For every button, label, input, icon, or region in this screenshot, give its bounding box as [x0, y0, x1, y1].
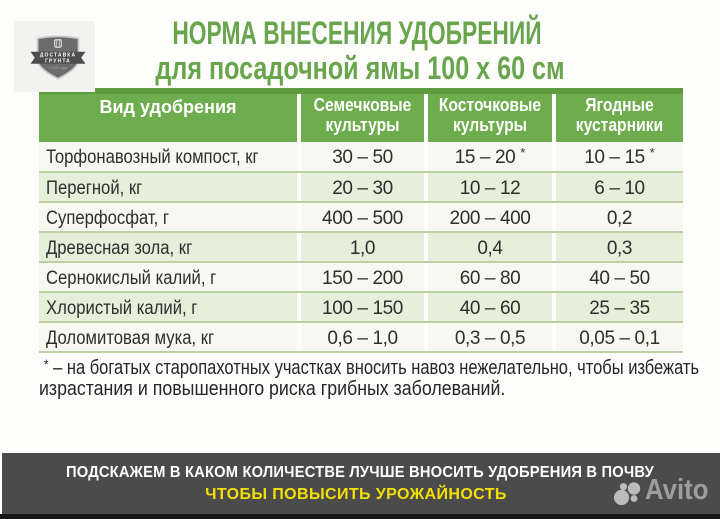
svg-text:ГРУНТА: ГРУНТА: [45, 58, 71, 64]
svg-text:с 2011 года: с 2011 года: [49, 66, 67, 70]
svg-text:ДОСТАВКА: ДОСТАВКА: [40, 53, 76, 59]
